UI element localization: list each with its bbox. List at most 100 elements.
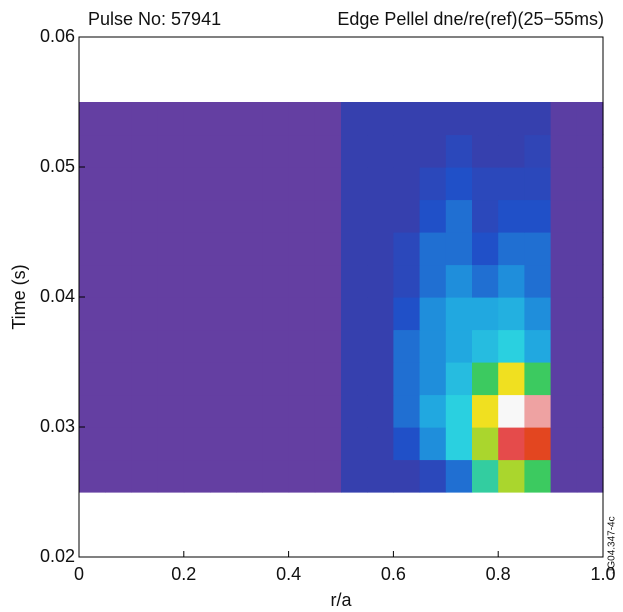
heatmap-cell xyxy=(314,199,342,233)
heatmap-cell xyxy=(79,459,106,493)
heatmap-cell xyxy=(419,167,447,201)
heatmap-cell xyxy=(157,362,185,396)
heatmap-cell xyxy=(419,102,447,136)
heatmap-cell xyxy=(79,394,106,428)
heatmap-cell xyxy=(367,329,394,363)
heatmap-cell xyxy=(131,134,159,168)
heatmap-cell xyxy=(105,264,132,298)
heatmap-cell xyxy=(79,362,106,396)
heatmap-cell xyxy=(419,199,447,233)
heatmap-cell xyxy=(79,297,106,331)
heatmap-cell xyxy=(393,134,421,168)
heatmap-cell xyxy=(105,102,132,136)
heatmap-cell xyxy=(262,362,290,396)
heatmap-cell xyxy=(472,232,499,266)
heatmap-cell xyxy=(210,199,237,233)
heatmap-cell xyxy=(550,459,578,493)
heatmap-cell xyxy=(131,102,159,136)
heatmap-cell xyxy=(105,427,132,461)
heatmap-cell xyxy=(157,134,185,168)
heatmap-cell xyxy=(79,199,106,233)
heatmap-cell xyxy=(236,329,263,363)
heatmap-cell xyxy=(314,362,342,396)
heatmap-cell xyxy=(550,232,578,266)
heatmap-cell xyxy=(236,459,263,493)
heatmap-cell xyxy=(524,427,552,461)
heatmap-cell xyxy=(262,199,290,233)
heatmap-cell xyxy=(367,362,394,396)
heatmap-cell xyxy=(183,427,211,461)
heatmap-cell xyxy=(105,362,132,396)
heatmap-cell xyxy=(79,102,106,136)
heatmap-cell xyxy=(288,427,316,461)
heatmap-cell xyxy=(472,297,499,331)
heatmap-cell xyxy=(105,459,132,493)
heatmap-cell xyxy=(498,459,525,493)
heatmap-cell xyxy=(262,232,290,266)
heatmap-cell xyxy=(550,362,578,396)
heatmap-cell xyxy=(288,459,316,493)
heatmap-cell xyxy=(157,232,185,266)
heatmap-cell xyxy=(210,329,237,363)
heatmap-cell xyxy=(210,232,237,266)
heatmap-cell xyxy=(445,199,473,233)
heatmap-cell xyxy=(524,102,552,136)
heatmap-cell xyxy=(445,427,473,461)
heatmap-cell xyxy=(367,297,394,331)
heatmap-cell xyxy=(550,329,578,363)
heatmap-cell xyxy=(550,167,578,201)
heatmap-cell xyxy=(105,199,132,233)
heatmap-cell xyxy=(157,167,185,201)
heatmap-cell xyxy=(183,167,211,201)
heatmap-cell xyxy=(105,329,132,363)
heatmap-cell xyxy=(498,167,525,201)
heatmap-cell xyxy=(524,199,552,233)
heatmap-cell xyxy=(131,427,159,461)
heatmap-cell xyxy=(576,362,604,396)
y-tick-label: 0.04 xyxy=(40,286,75,306)
heatmap-cell xyxy=(524,329,552,363)
heatmap-cell xyxy=(105,394,132,428)
heatmap-cell xyxy=(210,459,237,493)
heatmap-cell xyxy=(472,394,499,428)
heatmap-cell xyxy=(498,232,525,266)
heatmap-cell xyxy=(393,102,421,136)
heatmap-cell xyxy=(157,199,185,233)
heatmap-cell xyxy=(550,264,578,298)
heatmap-cell xyxy=(341,362,368,396)
heatmap-cell xyxy=(131,362,159,396)
heatmap-cell xyxy=(393,167,421,201)
heatmap-cell xyxy=(393,394,421,428)
heatmap-cell xyxy=(341,102,368,136)
title-left: Pulse No: 57941 xyxy=(88,9,221,29)
heatmap-cell xyxy=(524,264,552,298)
x-tick-label: 0.6 xyxy=(381,564,406,584)
heatmap-cell xyxy=(393,362,421,396)
heatmap-cell xyxy=(576,134,604,168)
heatmap-cell xyxy=(288,264,316,298)
heatmap-cell xyxy=(288,167,316,201)
x-axis-label: r/a xyxy=(330,590,352,610)
heatmap-cell xyxy=(183,362,211,396)
heatmap-cell xyxy=(236,134,263,168)
x-tick-label: 1.0 xyxy=(590,564,615,584)
heatmap-cell xyxy=(262,264,290,298)
heatmap-cell xyxy=(105,297,132,331)
heatmap-cell xyxy=(576,394,604,428)
heatmap-cell xyxy=(445,297,473,331)
heatmap-cell xyxy=(79,264,106,298)
heatmap-cell xyxy=(419,134,447,168)
heatmap-cell xyxy=(550,102,578,136)
heatmap-cell xyxy=(367,459,394,493)
heatmap-cell xyxy=(341,167,368,201)
heatmap-cell xyxy=(183,134,211,168)
heatmap-cell xyxy=(472,362,499,396)
heatmap-cell xyxy=(341,459,368,493)
heatmap-cell xyxy=(445,459,473,493)
heatmap-cell xyxy=(341,297,368,331)
heatmap-cell xyxy=(210,167,237,201)
heatmap-cell xyxy=(341,427,368,461)
heatmap-cell xyxy=(341,134,368,168)
heatmap-cell xyxy=(576,199,604,233)
